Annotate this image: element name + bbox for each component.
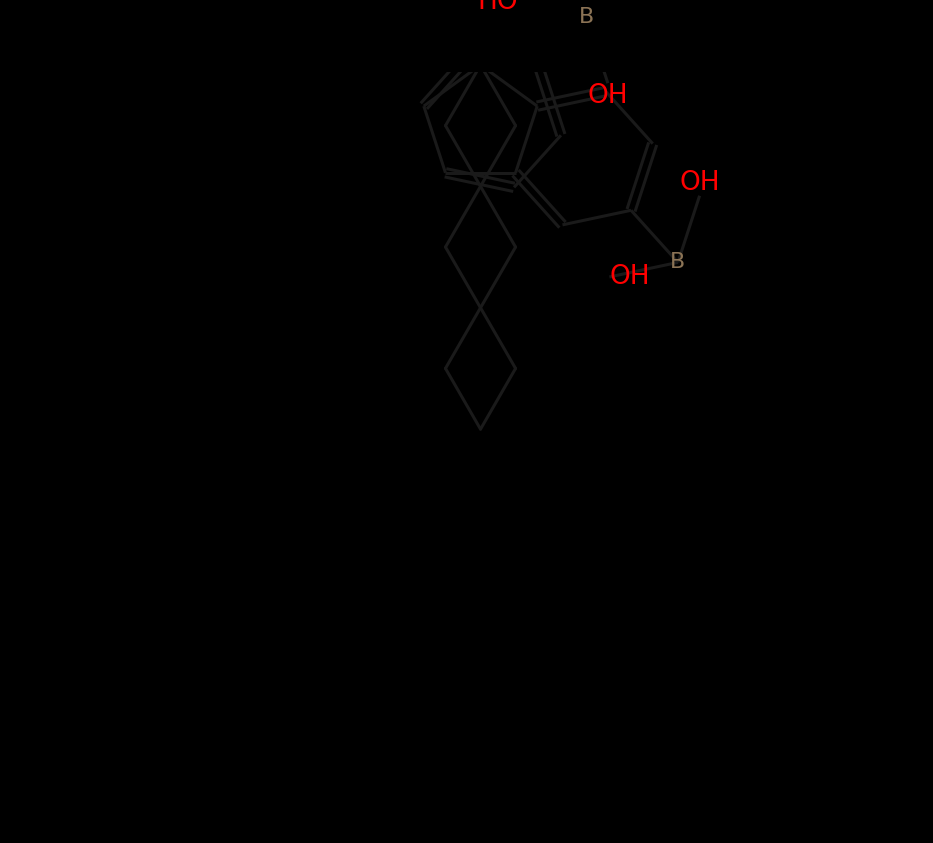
Text: OH: OH (588, 83, 628, 110)
Text: B: B (670, 252, 686, 272)
Text: OH: OH (609, 264, 650, 290)
Text: OH: OH (679, 169, 720, 196)
Text: HO: HO (477, 0, 518, 15)
Text: B: B (578, 7, 593, 26)
